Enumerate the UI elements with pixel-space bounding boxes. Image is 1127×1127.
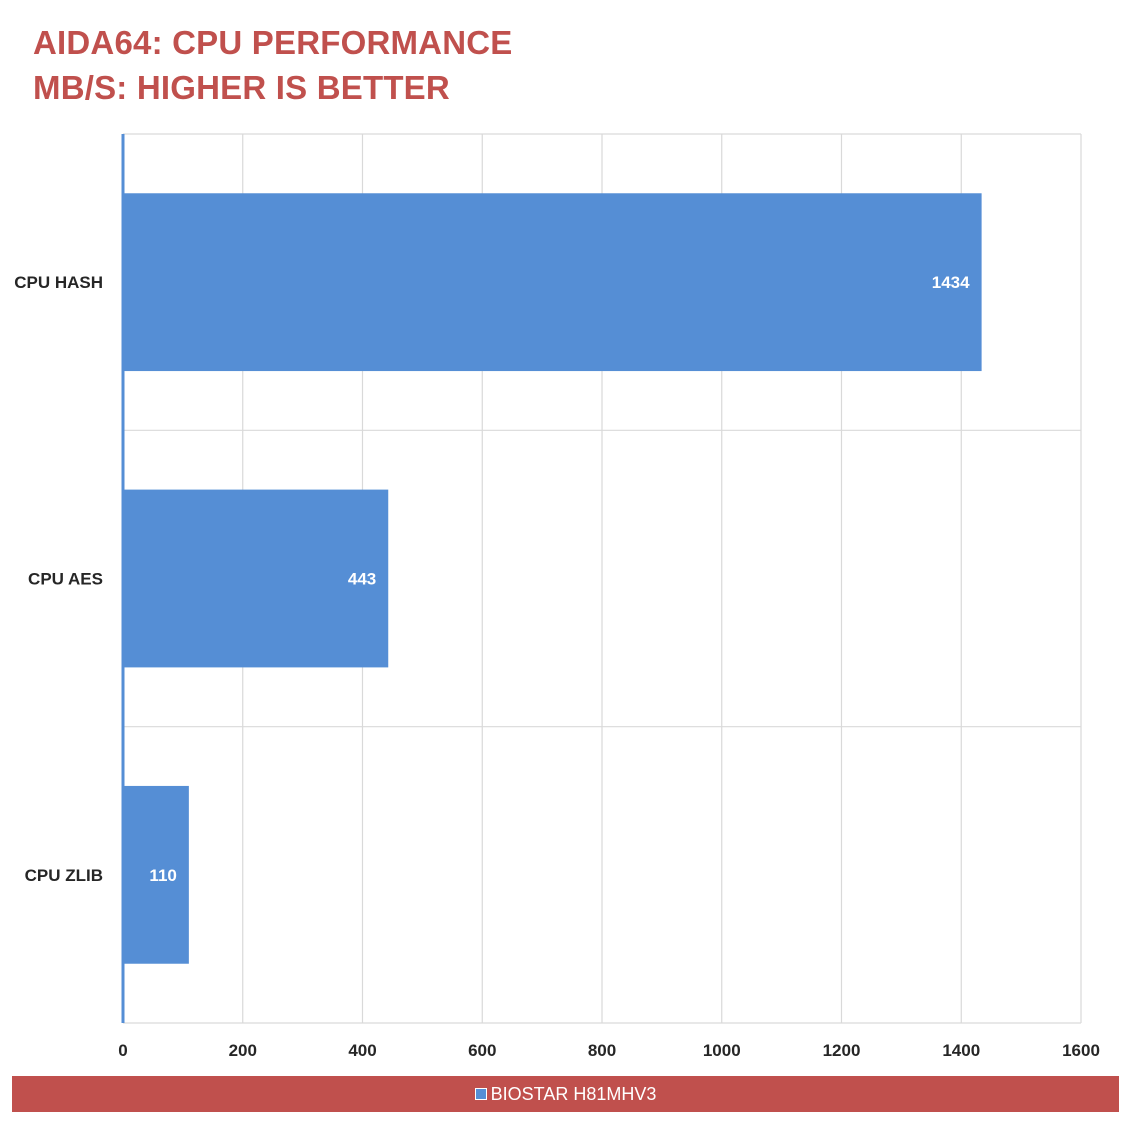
- x-tick-label: 1400: [942, 1041, 980, 1060]
- category-label: CPU AES: [28, 570, 103, 589]
- legend-label: BIOSTAR H81MHV3: [490, 1083, 657, 1104]
- chart-subtitle: MB/S: HIGHER IS BETTER: [33, 69, 450, 106]
- legend-swatch: [474, 1088, 487, 1100]
- x-tick-label: 1600: [1062, 1041, 1100, 1060]
- data-label: 1434: [932, 273, 970, 292]
- bar: [123, 489, 389, 668]
- x-tick-label: 1000: [703, 1041, 741, 1060]
- x-tick-label: 1200: [823, 1041, 861, 1060]
- chart-title-block: AIDA64: CPU PERFORMANCE MB/S: HIGHER IS …: [33, 20, 512, 110]
- data-label: 443: [348, 570, 376, 589]
- bar: [123, 193, 982, 372]
- data-label: 110: [149, 866, 176, 885]
- legend: BIOSTAR H81MHV3: [12, 1076, 1119, 1112]
- x-tick-label: 0: [118, 1041, 127, 1060]
- legend-item: BIOSTAR H81MHV3: [474, 1083, 657, 1105]
- chart-title: AIDA64: CPU PERFORMANCE: [33, 24, 513, 61]
- x-tick-label: 800: [588, 1041, 616, 1060]
- category-label: CPU ZLIB: [25, 866, 103, 885]
- bar: [123, 785, 189, 964]
- x-tick-label: 400: [348, 1041, 376, 1060]
- x-tick-label: 200: [229, 1041, 257, 1060]
- x-tick-label: 600: [468, 1041, 496, 1060]
- category-label: CPU HASH: [14, 273, 103, 292]
